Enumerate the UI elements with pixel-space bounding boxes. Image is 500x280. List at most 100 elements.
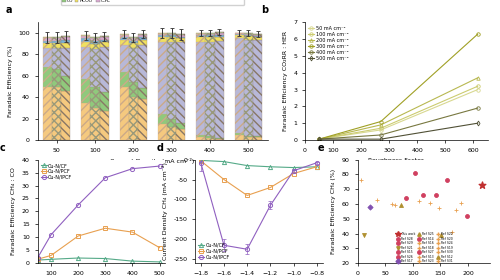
Point (443, 178, 451, 183)
Bar (234, 33, 244, 34)
Legend: H₂, CO, CH₄, HCOO⁻, CH₃OH, C₂H₆, CH₃COO⁻, C₂H₅OH, Cu-N/CF, Cu-N/PCF, Cu-N/IPCF: H₂, CO, CH₄, HCOO⁻, CH₃OH, C₂H₆, CH₃COO⁻… (61, 0, 244, 5)
Text: c: c (0, 143, 5, 153)
Line: Cu-N/IPCF: Cu-N/IPCF (36, 164, 162, 260)
Bar (81, 102, 90, 140)
Bar (234, 132, 244, 135)
Bar (158, 34, 167, 35)
Line: Cu-N/CF: Cu-N/CF (36, 256, 162, 264)
Bar (196, 137, 205, 140)
Bar (81, 42, 90, 47)
Bar (128, 37, 138, 38)
Cu-N/PCF (156, 246, 162, 249)
Point (396, 203, 404, 208)
Cu-N/CF (290, 166, 296, 169)
Bar (100, 36, 109, 37)
Bar (62, 43, 70, 48)
Bar (167, 34, 176, 35)
Point (391, 203, 399, 208)
Cu-N/PCF (221, 178, 227, 181)
Cu-N/IPCF (244, 248, 250, 251)
Text: d: d (157, 143, 164, 153)
Bar (214, 35, 224, 37)
Bar (128, 82, 138, 97)
Cu-N/CF (198, 159, 204, 162)
Legend: 50 mA cm⁻², 100 mA cm⁻², 200 mA cm⁻², 300 mA cm⁻², 400 mA cm⁻², 500 mA cm⁻²: 50 mA cm⁻², 100 mA cm⁻², 200 mA cm⁻², 30… (308, 25, 350, 62)
Bar (43, 38, 52, 41)
Y-axis label: Current Density CH₄ (mA cm⁻²): Current Density CH₄ (mA cm⁻²) (162, 162, 168, 260)
Bar (244, 36, 253, 39)
Cu-N/PCF (244, 194, 250, 197)
Cu-N/IPCF (34, 256, 40, 260)
Y-axis label: Faradaic Efficiency CO₂RR : HER: Faradaic Efficiency CO₂RR : HER (283, 31, 288, 131)
Cu-N/IPCF (268, 204, 274, 207)
Bar (52, 37, 62, 38)
Bar (176, 42, 186, 123)
Bar (196, 33, 205, 34)
Bar (90, 87, 100, 108)
Text: a: a (6, 5, 12, 15)
Bar (214, 139, 224, 140)
Bar (196, 42, 205, 135)
This work (478, 183, 486, 187)
Cu-N/PCF (102, 227, 108, 230)
Bar (81, 47, 90, 79)
Bar (138, 37, 147, 39)
Point (448, 230, 456, 234)
Bar (128, 43, 138, 48)
Bar (176, 34, 186, 35)
Bar (128, 38, 138, 41)
Bar (176, 123, 186, 129)
Bar (81, 79, 90, 102)
Bar (214, 32, 224, 33)
Bar (43, 48, 52, 67)
Bar (120, 72, 128, 87)
Bar (206, 35, 214, 37)
Point (432, 193, 440, 197)
Bar (52, 43, 62, 48)
Bar (206, 42, 214, 136)
Bar (100, 37, 109, 39)
Point (374, 197, 382, 202)
Bar (120, 87, 128, 140)
Bar (81, 38, 90, 42)
Bar (52, 38, 62, 41)
Bar (214, 33, 224, 35)
Bar (43, 43, 52, 48)
Bar (253, 136, 262, 137)
Cu-N/PCF (48, 254, 54, 257)
Bar (244, 39, 253, 136)
Line: Cu-N/CF: Cu-N/CF (198, 158, 319, 170)
Bar (138, 34, 147, 35)
Point (426, 200, 434, 205)
Cu-N/CF (130, 260, 136, 263)
Bar (253, 137, 262, 140)
Bar (158, 114, 167, 124)
Bar (196, 34, 205, 35)
Bar (100, 39, 109, 42)
Point (402, 196, 410, 200)
Cu-N/CF (268, 165, 274, 169)
Bar (138, 45, 147, 88)
Bar (81, 36, 90, 38)
Cu-N/IPCF (198, 161, 204, 164)
Bar (52, 87, 62, 140)
Bar (100, 42, 109, 47)
Bar (167, 42, 176, 119)
Bar (138, 39, 147, 45)
Y-axis label: Faradaic Efficiency CH₄ : CO: Faradaic Efficiency CH₄ : CO (12, 167, 16, 255)
Bar (90, 38, 100, 41)
Cu-N/PCF (268, 186, 274, 189)
Bar (52, 48, 62, 69)
Bar (253, 34, 262, 35)
Point (438, 233, 446, 237)
Bar (120, 34, 128, 35)
Bar (234, 135, 244, 140)
Point (463, 214, 471, 218)
Cu-N/PCF (130, 230, 136, 234)
Line: Cu-N/IPCF: Cu-N/IPCF (198, 161, 319, 251)
Point (458, 200, 466, 205)
Cu-N/IPCF (75, 203, 81, 207)
Bar (244, 34, 253, 35)
Bar (253, 35, 262, 36)
Bar (206, 33, 214, 34)
